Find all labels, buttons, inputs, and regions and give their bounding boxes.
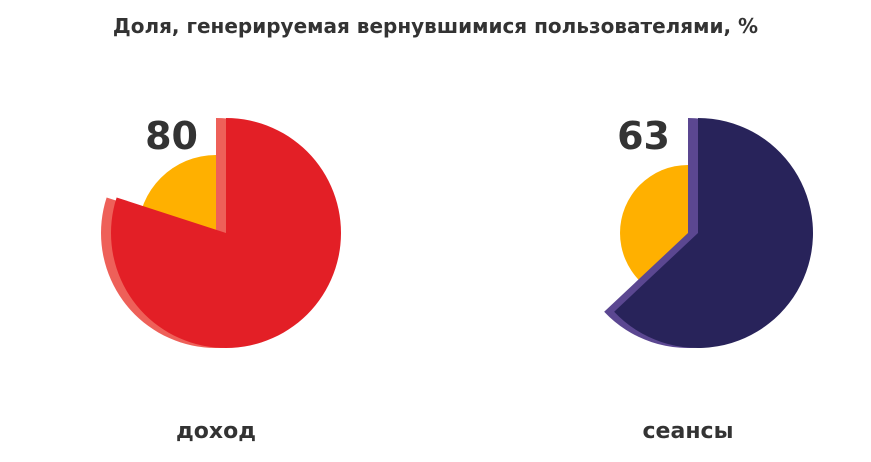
value-slice (110, 118, 342, 348)
chart-title: Доля, генерируемая вернувшимися пользова… (112, 14, 759, 38)
value-label: 63 (617, 114, 670, 158)
value-slice (614, 118, 813, 348)
category-label: сеансы (643, 419, 734, 444)
category-label: доход (176, 419, 256, 444)
value-label: 80 (145, 114, 198, 158)
